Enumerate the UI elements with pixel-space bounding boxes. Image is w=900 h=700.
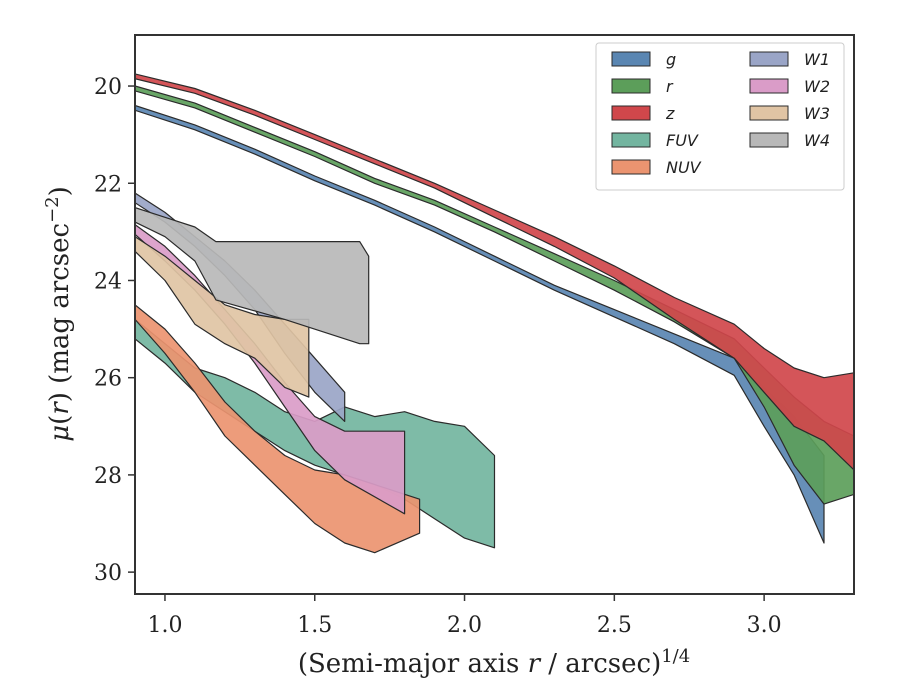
legend-label-fuv: FUV <box>666 131 699 150</box>
y-axis-ticks: 20 22 24 26 28 30 <box>94 75 135 586</box>
y-tick-label: 22 <box>94 172 122 197</box>
legend-swatch-w1 <box>749 51 789 67</box>
legend-label-g: g <box>666 50 676 69</box>
legend-label-w1: W1 <box>804 50 830 69</box>
legend-swatch-nuv <box>611 159 651 175</box>
y-axis-label: μ(r) (mag arcsec−2) <box>42 186 75 442</box>
legend-label-w3: W3 <box>804 104 830 123</box>
x-axis-label: (Semi-major axis r / arcsec)1/4 <box>298 646 690 679</box>
legend-label-r: r <box>666 77 674 96</box>
series-band-w4 <box>135 207 370 345</box>
y-tick-label: 24 <box>94 269 122 294</box>
legend-swatch-w4 <box>749 132 789 148</box>
legend-swatch-fuv <box>611 132 651 148</box>
series-layer <box>135 73 854 554</box>
series-band-r <box>135 85 854 505</box>
x-tick-label: 1.0 <box>147 613 182 638</box>
legend-label-z: z <box>665 104 675 123</box>
series-band-nuv <box>135 304 421 554</box>
y-tick-label: 28 <box>94 464 122 489</box>
x-axis-ticks: 1.0 1.5 2.0 2.5 3.0 <box>147 594 782 638</box>
x-tick-label: 3.0 <box>747 613 782 638</box>
legend-label-nuv: NUV <box>666 158 702 177</box>
y-tick-label: 30 <box>94 561 122 586</box>
legend-swatch-z <box>611 105 651 121</box>
series-band-w3 <box>135 236 310 398</box>
legend-swatch-r <box>611 78 651 94</box>
y-tick-label: 26 <box>94 367 122 392</box>
series-band-g <box>135 104 825 544</box>
x-tick-label: 2.5 <box>597 613 632 638</box>
x-tick-label: 2.0 <box>447 613 482 638</box>
legend-swatch-w2 <box>749 78 789 94</box>
series-band-z <box>135 73 854 471</box>
legend: grz FUV NUV W1 W2 W3 W4 <box>595 42 845 191</box>
plot-frame <box>134 34 855 595</box>
legend-label-w4: W4 <box>804 131 830 150</box>
x-tick-label: 1.5 <box>297 613 332 638</box>
y-tick-label: 20 <box>94 75 122 100</box>
legend-swatch-w3 <box>749 105 789 121</box>
legend-label-w2: W2 <box>804 77 830 96</box>
legend-swatch-g <box>611 51 651 67</box>
